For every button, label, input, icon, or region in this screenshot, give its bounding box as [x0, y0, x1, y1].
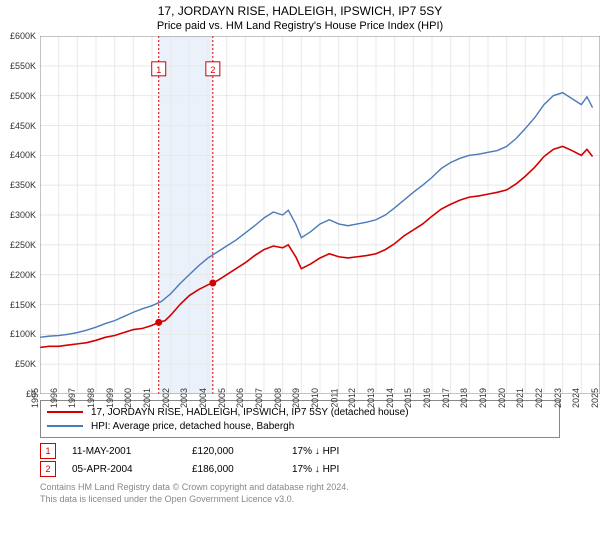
legend-swatch [47, 411, 83, 413]
x-axis-label: 2017 [441, 388, 451, 408]
chart-area: 12 £0£50K£100K£150K£200K£250K£300K£350K£… [40, 36, 600, 394]
x-axis-label: 2000 [123, 388, 133, 408]
footer-line1: Contains HM Land Registry data © Crown c… [40, 482, 560, 494]
legend-label: HPI: Average price, detached house, Babe… [91, 421, 294, 432]
y-axis-label: £50K [15, 359, 36, 369]
x-axis-label: 2001 [142, 388, 152, 408]
x-axis-label: 2016 [422, 388, 432, 408]
x-axis-label: 2014 [385, 388, 395, 408]
x-axis-label: 2024 [571, 388, 581, 408]
x-axis-label: 2022 [534, 388, 544, 408]
legend-label: 17, JORDAYN RISE, HADLEIGH, IPSWICH, IP7… [91, 407, 409, 418]
legend-swatch [47, 425, 83, 427]
sale-row: 1 11-MAY-2001£120,00017% ↓ HPI [40, 442, 560, 460]
footer-line2: This data is licensed under the Open Gov… [40, 494, 560, 506]
page-title: 17, JORDAYN RISE, HADLEIGH, IPSWICH, IP7… [0, 0, 600, 18]
x-axis-label: 2019 [478, 388, 488, 408]
x-axis-label: 2018 [459, 388, 469, 408]
y-axis-label: £450K [10, 121, 36, 131]
x-axis-label: 2008 [273, 388, 283, 408]
sale-diff: 17% ↓ HPI [292, 464, 392, 475]
x-axis-label: 2009 [291, 388, 301, 408]
x-axis-label: 2002 [161, 388, 171, 408]
x-axis-label: 2020 [497, 388, 507, 408]
y-axis-label: £350K [10, 180, 36, 190]
sale-marker-icon: 1 [40, 443, 56, 459]
sales-table: 1 11-MAY-2001£120,00017% ↓ HPI 2 05-APR-200… [40, 442, 560, 478]
legend-item: HPI: Average price, detached house, Babe… [47, 419, 553, 433]
sale-date: 11-MAY-2001 [72, 446, 192, 457]
y-axis-label: £250K [10, 240, 36, 250]
y-axis-label: £200K [10, 270, 36, 280]
page-subtitle: Price paid vs. HM Land Registry's House … [0, 18, 600, 36]
sale-row: 2 05-APR-2004£186,00017% ↓ HPI [40, 460, 560, 478]
x-axis-label: 1997 [67, 388, 77, 408]
svg-text:2: 2 [210, 65, 215, 75]
y-axis-label: £550K [10, 61, 36, 71]
x-axis-label: 2003 [179, 388, 189, 408]
x-axis-label: 1995 [30, 388, 40, 408]
x-axis-label: 1996 [49, 388, 59, 408]
y-axis-label: £100K [10, 329, 36, 339]
sale-price: £186,000 [192, 464, 292, 475]
x-axis-label: 2004 [198, 388, 208, 408]
x-axis-label: 2007 [254, 388, 264, 408]
x-axis-label: 2013 [366, 388, 376, 408]
x-axis-label: 2005 [217, 388, 227, 408]
y-axis-label: £600K [10, 31, 36, 41]
x-axis-label: 2012 [347, 388, 357, 408]
sale-price: £120,000 [192, 446, 292, 457]
footer: Contains HM Land Registry data © Crown c… [40, 482, 560, 505]
x-axis-label: 1998 [86, 388, 96, 408]
sale-date: 05-APR-2004 [72, 464, 192, 475]
x-axis-label: 2011 [329, 388, 339, 407]
x-axis-label: 2023 [553, 388, 563, 408]
chart-svg: 12 [40, 36, 600, 394]
x-axis-label: 1999 [105, 388, 115, 408]
svg-text:1: 1 [156, 65, 161, 75]
x-axis-label: 2025 [590, 388, 600, 408]
y-axis-label: £400K [10, 150, 36, 160]
x-axis-label: 2015 [403, 388, 413, 408]
sale-diff: 17% ↓ HPI [292, 446, 392, 457]
x-axis-label: 2006 [235, 388, 245, 408]
sale-marker-icon: 2 [40, 461, 56, 477]
y-axis-label: £500K [10, 91, 36, 101]
x-axis-label: 2010 [310, 388, 320, 408]
x-axis-label: 2021 [515, 388, 525, 408]
y-axis-label: £300K [10, 210, 36, 220]
y-axis-label: £150K [10, 300, 36, 310]
